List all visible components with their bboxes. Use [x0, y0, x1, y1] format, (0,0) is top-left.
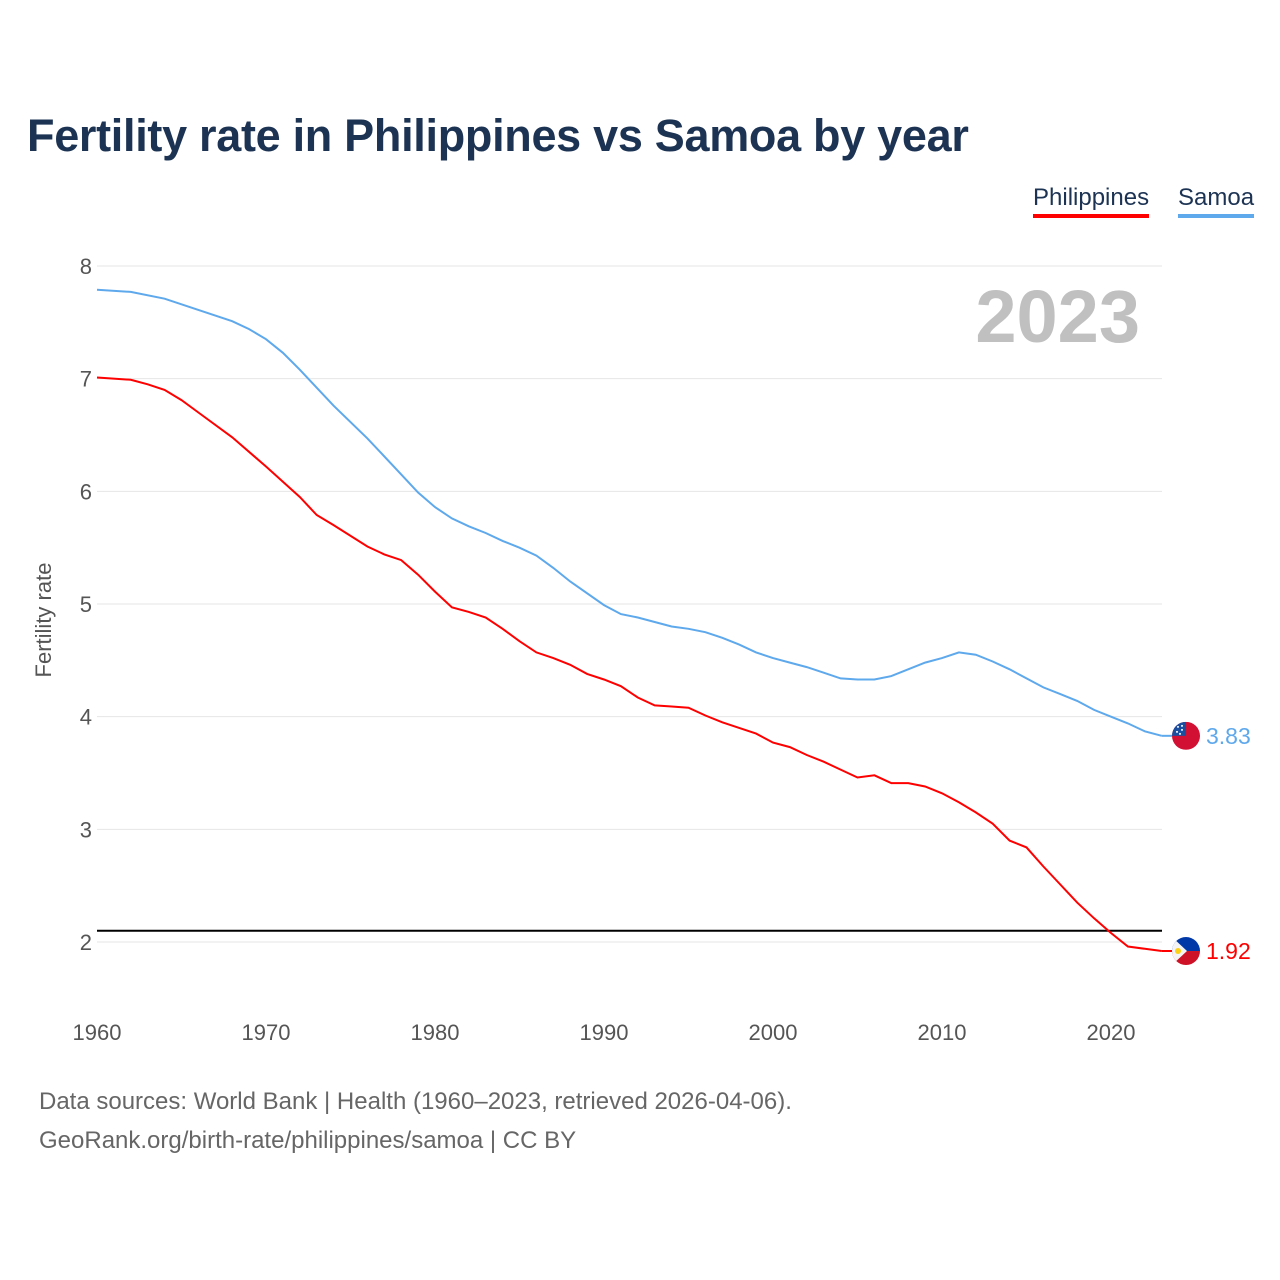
y-axis-label: Fertility rate: [31, 563, 56, 678]
samoa-flag-icon: [1172, 721, 1200, 750]
star-icon: [1179, 732, 1181, 735]
philippines-flag-icon: [1172, 937, 1200, 966]
sun-icon: [1175, 948, 1181, 955]
star-icon: [1181, 728, 1183, 731]
flag: [1172, 721, 1200, 750]
y-tick-label: 8: [80, 254, 92, 279]
flag-canton: [1172, 721, 1186, 736]
y-tick-label: 6: [80, 479, 92, 504]
year-watermark: 2023: [975, 275, 1140, 358]
star-icon: [1181, 724, 1183, 727]
x-tick-label: 2020: [1087, 1020, 1136, 1045]
footer-source: Data sources: World Bank | Health (1960–…: [39, 1088, 792, 1115]
flag: [1172, 937, 1200, 966]
y-tick-label: 4: [80, 705, 92, 730]
x-tick-label: 1970: [242, 1020, 291, 1045]
legend-philippines[interactable]: Philippines: [1033, 184, 1150, 218]
star-icon: [1177, 725, 1179, 728]
series-line-samoa: [96, 288, 1162, 737]
y-tick-label: 7: [80, 367, 92, 392]
end-value-label: 3.83: [1206, 723, 1251, 749]
legend-samoa[interactable]: Samoa: [1178, 184, 1255, 218]
end-value-label: 1.92: [1206, 938, 1251, 964]
chart-title: Fertility rate in Philippines vs Samoa b…: [27, 110, 969, 161]
x-tick-label: 2000: [749, 1020, 798, 1045]
y-tick-label: 5: [80, 592, 92, 617]
y-tick-label: 2: [80, 930, 92, 955]
x-tick-label: 1990: [580, 1020, 629, 1045]
star-icon: [1176, 730, 1178, 733]
x-tick-label: 1960: [73, 1020, 122, 1045]
footer-credit: GeoRank.org/birth-rate/philippines/samoa…: [39, 1127, 577, 1154]
y-tick-label: 3: [80, 817, 92, 842]
x-tick-label: 2010: [918, 1020, 967, 1045]
x-tick-label: 1980: [411, 1020, 460, 1045]
series-line-philippines: [96, 376, 1162, 952]
